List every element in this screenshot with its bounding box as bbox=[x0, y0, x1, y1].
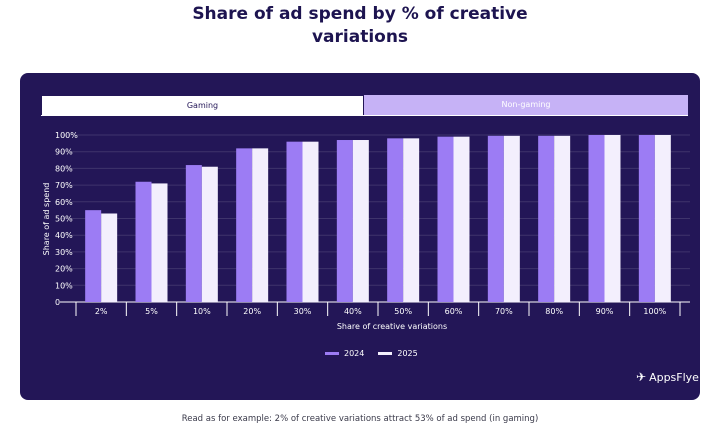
bar-2024 bbox=[336, 140, 353, 302]
legend-item-2025: 2025 bbox=[378, 348, 418, 358]
bar-2024 bbox=[638, 135, 655, 302]
bar-2025 bbox=[302, 141, 319, 302]
y-tick-label: 40% bbox=[55, 231, 73, 240]
y-axis-label: Share of ad spend bbox=[42, 183, 51, 256]
segment-tabs: Gaming Non-gaming bbox=[41, 95, 688, 115]
chart-panel: Gaming Non-gaming 0 10% 20% 30% 40% 50% 60% 70%… bbox=[20, 73, 703, 400]
y-tick-label: 50% bbox=[55, 215, 73, 224]
y-tick-label: 70% bbox=[55, 181, 73, 190]
bar-2025 bbox=[403, 138, 420, 302]
x-tick-label: 40% bbox=[344, 307, 362, 316]
bar-2024 bbox=[387, 138, 404, 302]
legend-swatch-2024 bbox=[325, 351, 339, 355]
logo-text: AppsFlyer bbox=[649, 370, 704, 384]
x-tick-label: 80% bbox=[545, 307, 563, 316]
bar-2025 bbox=[453, 136, 470, 302]
page-title: Share of ad spend by % of creative varia… bbox=[0, 3, 720, 49]
title-line-2: variations bbox=[311, 27, 409, 47]
bar-2025 bbox=[352, 140, 369, 302]
bar-2024 bbox=[135, 181, 152, 302]
bar-2025 bbox=[554, 135, 571, 302]
x-tick-label: 90% bbox=[596, 307, 614, 316]
bar-2025 bbox=[604, 135, 621, 302]
x-axis-label: Share of creative variations bbox=[337, 322, 447, 331]
bar-2025 bbox=[252, 148, 269, 302]
y-tick-label: 60% bbox=[55, 198, 73, 207]
bar-2025 bbox=[654, 135, 671, 302]
footnote: Read as for example: 2% of creative vari… bbox=[181, 414, 539, 424]
y-tick-label: 90% bbox=[55, 148, 73, 157]
x-tick-label: 50% bbox=[394, 307, 412, 316]
bar-2024 bbox=[236, 148, 253, 302]
y-tick-label: 20% bbox=[55, 265, 73, 274]
x-tick-label: 100% bbox=[643, 307, 666, 316]
legend-label-2024: 2024 bbox=[344, 348, 365, 358]
bar-2025 bbox=[201, 166, 218, 302]
x-tick-label: 70% bbox=[495, 307, 513, 316]
chart-legend: 2024 2025 bbox=[325, 347, 432, 359]
bar-chart: 0 10% 20% 30% 40% 50% 60% 70% 80% 90% 100% 2% 5% 10% 2… bbox=[42, 131, 690, 331]
tabs-divider bbox=[41, 115, 688, 116]
appsflyer-logo-icon: ✈ bbox=[636, 370, 647, 384]
x-tick-label: 10% bbox=[193, 307, 211, 316]
legend-label-2025: 2025 bbox=[397, 348, 418, 358]
bar-2024 bbox=[437, 136, 454, 302]
y-tick-label: 80% bbox=[55, 164, 73, 173]
bar-2025 bbox=[503, 135, 520, 302]
y-tick-label: 0 bbox=[55, 298, 60, 307]
bar-2024 bbox=[588, 135, 605, 302]
tab-gaming[interactable]: Gaming bbox=[41, 95, 364, 115]
legend-item-2024: 2024 bbox=[325, 349, 364, 358]
bar-2024 bbox=[286, 141, 303, 302]
y-tick-label: 30% bbox=[55, 248, 73, 257]
bar-2024 bbox=[185, 165, 202, 302]
bar-2024 bbox=[85, 210, 102, 302]
appsflyer-logo: ✈ AppsFlyer bbox=[636, 370, 703, 384]
y-tick-label: 100% bbox=[55, 131, 78, 140]
title-line-1: Share of ad spend by % of creative bbox=[192, 4, 528, 24]
tab-non-gaming[interactable]: Non-gaming bbox=[364, 95, 688, 115]
x-tick-label: 2% bbox=[95, 307, 108, 316]
x-tick-label: 5% bbox=[145, 307, 158, 316]
bar-2025 bbox=[151, 183, 168, 302]
bar-2024 bbox=[538, 135, 555, 302]
x-tick-label: 30% bbox=[294, 307, 312, 316]
x-tick-label: 20% bbox=[243, 307, 261, 316]
legend-swatch-2025 bbox=[378, 351, 393, 355]
bar-2025 bbox=[101, 213, 118, 302]
x-tick-label: 60% bbox=[445, 307, 463, 316]
bar-2024 bbox=[487, 135, 504, 302]
y-tick-label: 10% bbox=[55, 281, 73, 290]
